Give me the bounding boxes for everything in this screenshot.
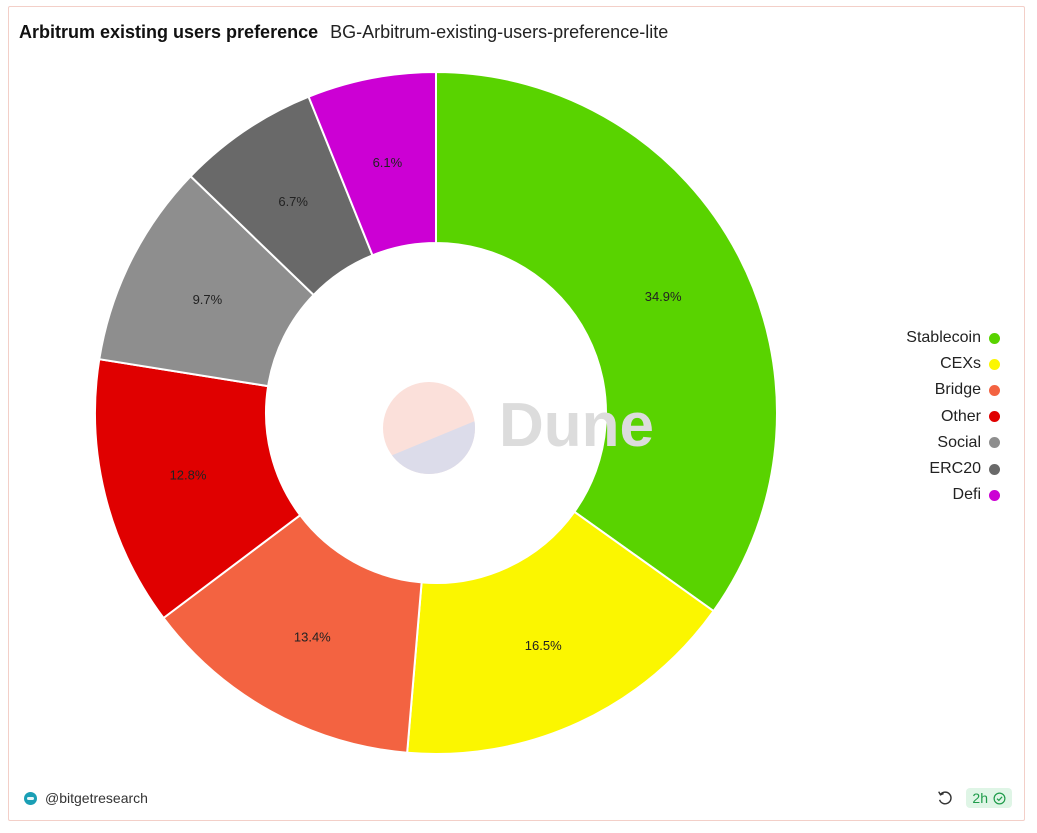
avatar-icon [24, 791, 37, 805]
slice-bridge[interactable] [162, 513, 423, 754]
chart-legend: Stablecoin CEXs Bridge Other Social ERC20 Defi [906, 325, 1000, 508]
legend-item-other[interactable]: Other [906, 404, 1000, 430]
refresh-icon[interactable] [936, 789, 954, 807]
chart-title: Arbitrum existing users preference [19, 22, 319, 42]
legend-item-defi[interactable]: Defi [906, 482, 1000, 508]
freshness-age: 2h [972, 790, 988, 806]
slice-cexs[interactable] [406, 510, 715, 755]
slice-label-cexs: 16.5% [525, 638, 562, 653]
legend-item-erc20[interactable]: ERC20 [906, 456, 1000, 482]
legend-swatch [989, 411, 1000, 423]
slice-label-social: 9.7% [193, 292, 223, 307]
footer-status: 2h [936, 788, 1012, 808]
legend-swatch [989, 489, 1000, 501]
slice-defi[interactable] [307, 70, 437, 257]
slice-label-defi: 6.1% [373, 155, 403, 170]
slice-label-bridge: 13.4% [294, 630, 331, 645]
legend-swatch [989, 437, 1000, 449]
legend-item-bridge[interactable]: Bridge [906, 377, 1000, 403]
legend-swatch [989, 384, 1000, 396]
slice-stablecoin[interactable] [435, 70, 778, 613]
author-name[interactable]: @bitgetresearch [45, 790, 148, 806]
legend-label: Bridge [934, 381, 981, 399]
freshness-badge: 2h [966, 788, 1012, 808]
legend-swatch [989, 358, 1000, 370]
legend-label: ERC20 [929, 460, 981, 478]
legend-swatch [989, 463, 1000, 475]
donut-chart: Dune 34.9% 16.5% 13.4% 12.8% 9.7% 6.7% 6.1% [94, 70, 778, 755]
author-link[interactable]: @bitgetresearch [24, 790, 148, 806]
slice-label-other: 12.8% [170, 468, 207, 483]
check-circle-icon [993, 792, 1006, 804]
slice-label-erc20: 6.7% [278, 194, 308, 209]
slice-other[interactable] [94, 358, 302, 620]
legend-label: Other [940, 407, 981, 425]
legend-label: CEXs [940, 355, 981, 373]
dune-watermark: Dune [383, 382, 654, 474]
chart-card: Arbitrum existing users preference BG-Arb… [8, 6, 1025, 821]
legend-label: Social [937, 433, 981, 451]
legend-item-cexs[interactable]: CEXs [906, 351, 1000, 377]
legend-item-stablecoin[interactable]: Stablecoin [906, 325, 1000, 351]
legend-label: Defi [952, 486, 981, 504]
legend-item-social[interactable]: Social [906, 430, 1000, 456]
legend-swatch [989, 332, 1000, 344]
chart-header: Arbitrum existing users preference BG-Arb… [19, 22, 668, 43]
query-name[interactable]: BG-Arbitrum-existing-users-preference-li… [330, 22, 669, 42]
dune-watermark-text: Dune [499, 391, 654, 460]
legend-label: Stablecoin [906, 329, 981, 347]
slice-label-stablecoin: 34.9% [645, 289, 682, 304]
